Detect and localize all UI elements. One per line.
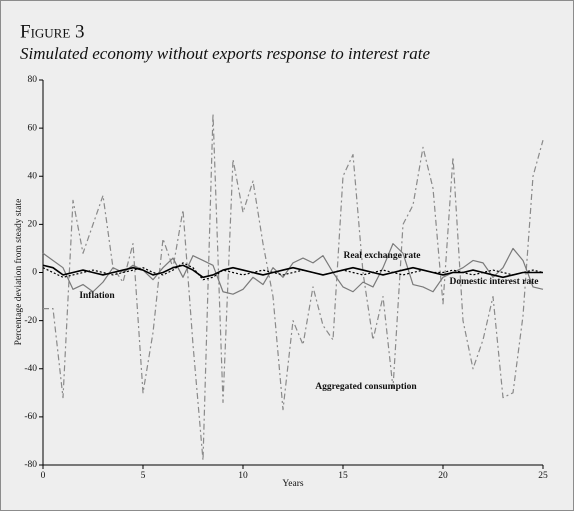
y-tick-label: 80	[28, 75, 38, 85]
y-tick-label: 60	[28, 123, 38, 133]
y-tick-label: -60	[24, 412, 37, 422]
x-tick-label: 20	[438, 471, 448, 481]
series-annotation: Aggregated consumption	[315, 382, 417, 392]
y-tick-label: -40	[24, 364, 37, 374]
y-tick-label: 20	[28, 220, 38, 230]
x-tick-label: 15	[338, 471, 348, 481]
series-line	[42, 262, 544, 281]
series-annotation: Inflation	[79, 291, 115, 301]
y-tick-label: -80	[24, 460, 37, 470]
y-axis-label: Percentage deviation from steady state	[13, 199, 24, 346]
x-tick-label: 10	[238, 471, 248, 481]
y-tick-label: -20	[24, 316, 37, 326]
x-axis-label: Years	[282, 479, 304, 489]
figure-subtitle: Simulated economy without exports respon…	[20, 44, 430, 63]
y-tick-label: 0	[32, 268, 37, 278]
series-annotation: Real exchange rate	[343, 251, 420, 261]
series-annotation: Domestic interest rate	[450, 277, 539, 287]
series-line	[43, 113, 544, 461]
x-tick-label: 0	[41, 471, 46, 481]
x-tick-label: 25	[538, 471, 548, 481]
figure-title: Figure 3	[20, 21, 85, 42]
y-tick-label: 40	[28, 171, 38, 181]
x-tick-label: 5	[141, 471, 146, 481]
series-line	[42, 264, 543, 279]
